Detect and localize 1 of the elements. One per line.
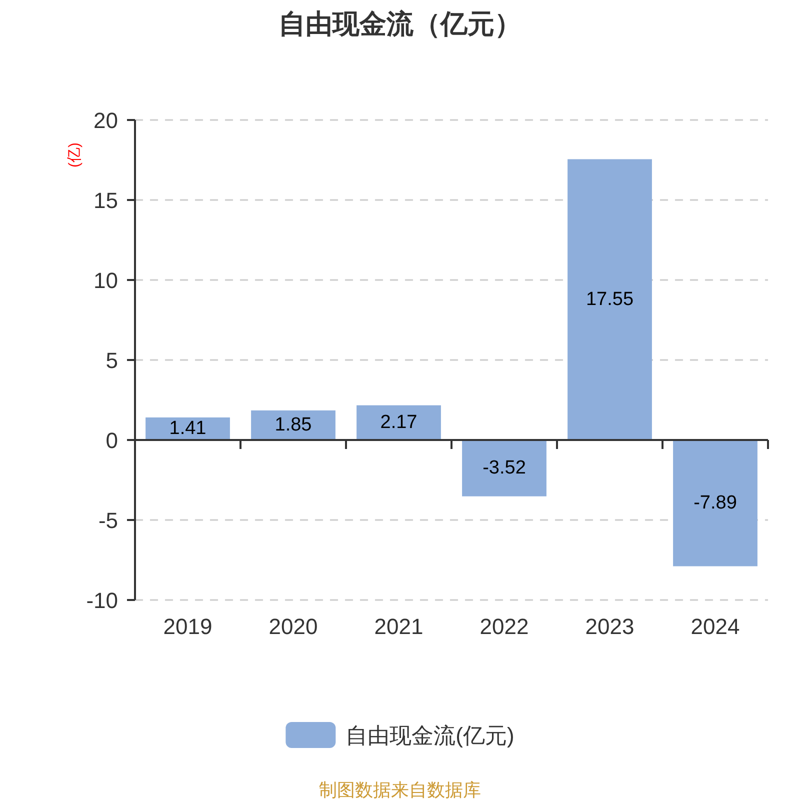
title: 自由现金流（亿元） xyxy=(278,9,522,39)
